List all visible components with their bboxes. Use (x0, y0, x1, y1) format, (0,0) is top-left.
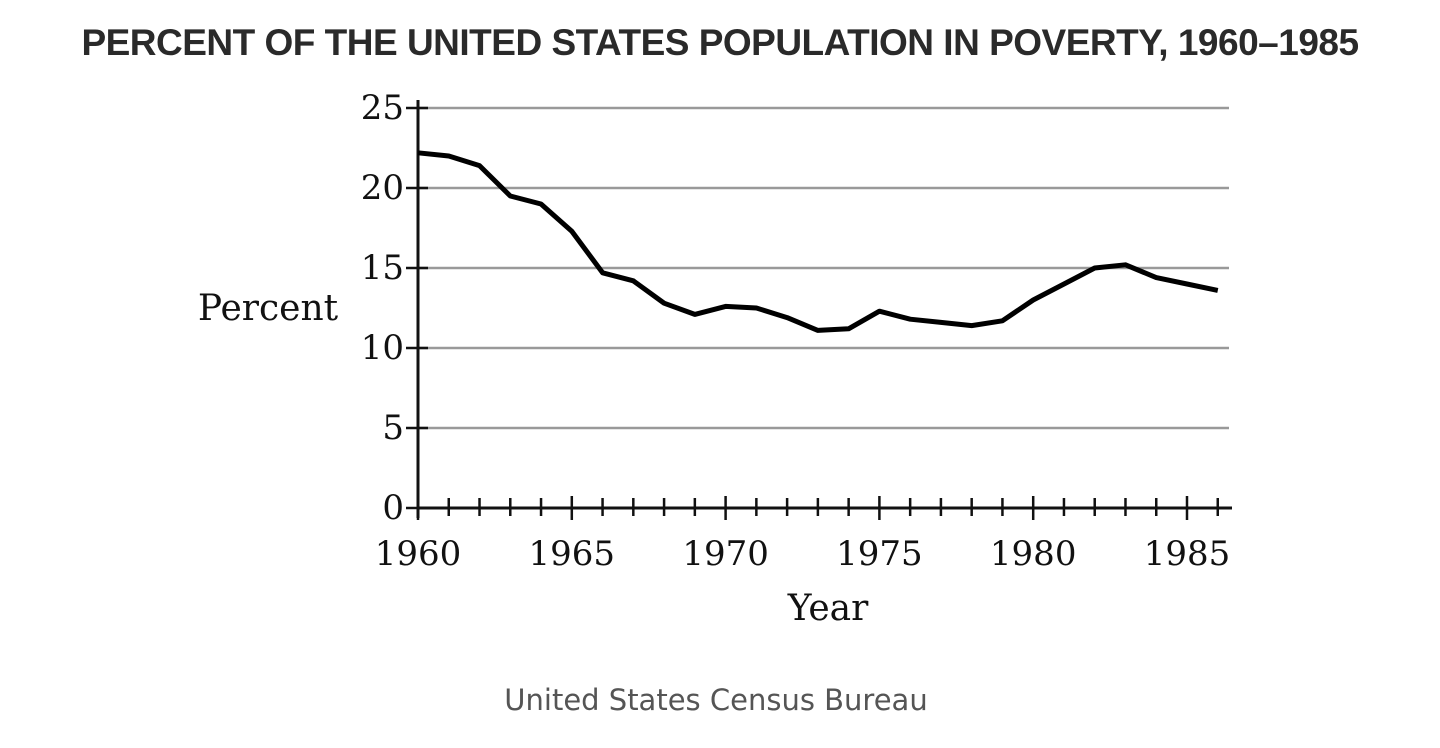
x-tick-label: 1980 (990, 534, 1077, 574)
y-tick-label: 5 (382, 408, 404, 448)
x-tick-label: 1970 (682, 534, 769, 574)
y-tick-label: 20 (361, 168, 404, 208)
x-tick-label: 1965 (529, 534, 616, 574)
y-axis-label: Percent (198, 288, 339, 329)
y-tick-label: 25 (361, 88, 404, 128)
x-tick-label: 1975 (836, 534, 923, 574)
chart-title: PERCENT OF THE UNITED STATES POPULATION … (81, 22, 1359, 63)
x-axis-label: Year (787, 588, 869, 629)
x-tick-label: 1985 (1144, 534, 1231, 574)
x-tick-label: 1960 (375, 534, 462, 574)
source-note: United States Census Bureau (504, 683, 928, 717)
poverty-line (417, 150, 1219, 333)
y-tick-label: 10 (361, 328, 404, 368)
y-tick-label: 15 (361, 248, 404, 288)
y-tick-label: 0 (382, 488, 404, 528)
